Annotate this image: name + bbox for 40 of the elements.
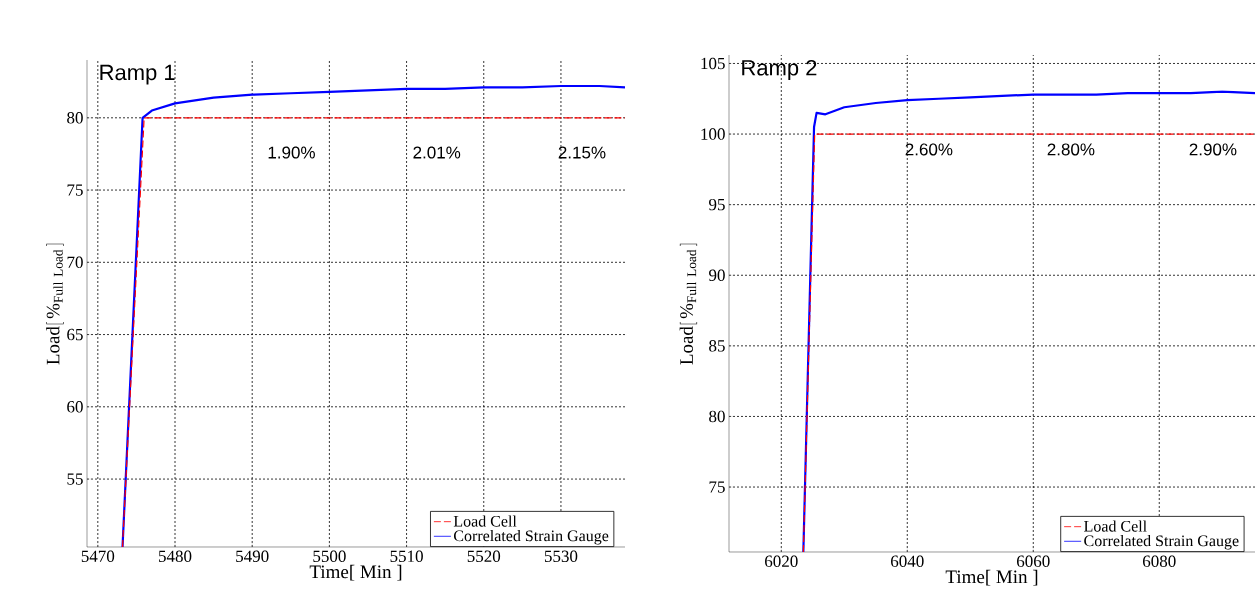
legend-label: Correlated Strain Gauge: [454, 529, 609, 545]
y-axis-title: $\mathrm{Load[\,\%_{Full\ Load}\,]}$: [46, 243, 64, 365]
y-tick-label: 95: [709, 198, 725, 211]
x-tick-label: 5500: [313, 550, 346, 562]
x-tick-label: 6020: [765, 555, 798, 567]
annotation: 2.01%: [413, 146, 461, 159]
y-tick-label: 55: [67, 473, 83, 485]
legend-label: Correlated Strain Gauge: [1084, 534, 1239, 550]
x-tick-label: 5480: [159, 550, 192, 562]
y-tick-label: 75: [709, 481, 725, 493]
y-tick-label: 70: [67, 256, 83, 269]
y-tick-label: 65: [67, 328, 83, 341]
y-tick-label: 85: [709, 340, 725, 352]
y-tick-label: 80: [709, 410, 725, 423]
y-tick-label: 100: [701, 128, 725, 140]
legend-label: Load Cell: [1084, 520, 1147, 532]
y-tick-label: 60: [67, 401, 83, 413]
x-tick-label: 6080: [1142, 555, 1176, 567]
annotation: 1.90%: [268, 146, 315, 159]
y-tick-label: 75: [67, 184, 83, 196]
x-tick-label: 6040: [891, 555, 924, 567]
x-axis-title: Time[ Min ]: [945, 569, 1038, 586]
annotation: 2.15%: [558, 146, 606, 159]
chart-title: Ramp 1: [100, 64, 175, 85]
x-tick-label: 6060: [1017, 555, 1050, 567]
y-tick-label: 90: [709, 269, 725, 281]
x-tick-label: 5510: [390, 550, 423, 562]
y-tick-label: 80: [67, 112, 83, 124]
annotation: 2.90%: [1189, 143, 1237, 156]
annotation: 2.80%: [1047, 143, 1095, 156]
x-tick-label: 5530: [544, 550, 578, 562]
x-tick-label: 5490: [236, 550, 269, 562]
x-tick-label: 5470: [81, 550, 115, 562]
x-tick-label: 5520: [467, 550, 501, 562]
legend-label: Load Cell: [453, 515, 517, 527]
y-tick-label: 105: [701, 57, 725, 70]
annotation: 2.60%: [905, 143, 953, 156]
x-axis-title: Time[ Min ]: [309, 564, 402, 581]
y-axis-title: $\mathrm{Load[\,\%_{Full\ Load}\,]}$: [679, 243, 698, 365]
chart-title: Ramp 2: [742, 59, 817, 80]
